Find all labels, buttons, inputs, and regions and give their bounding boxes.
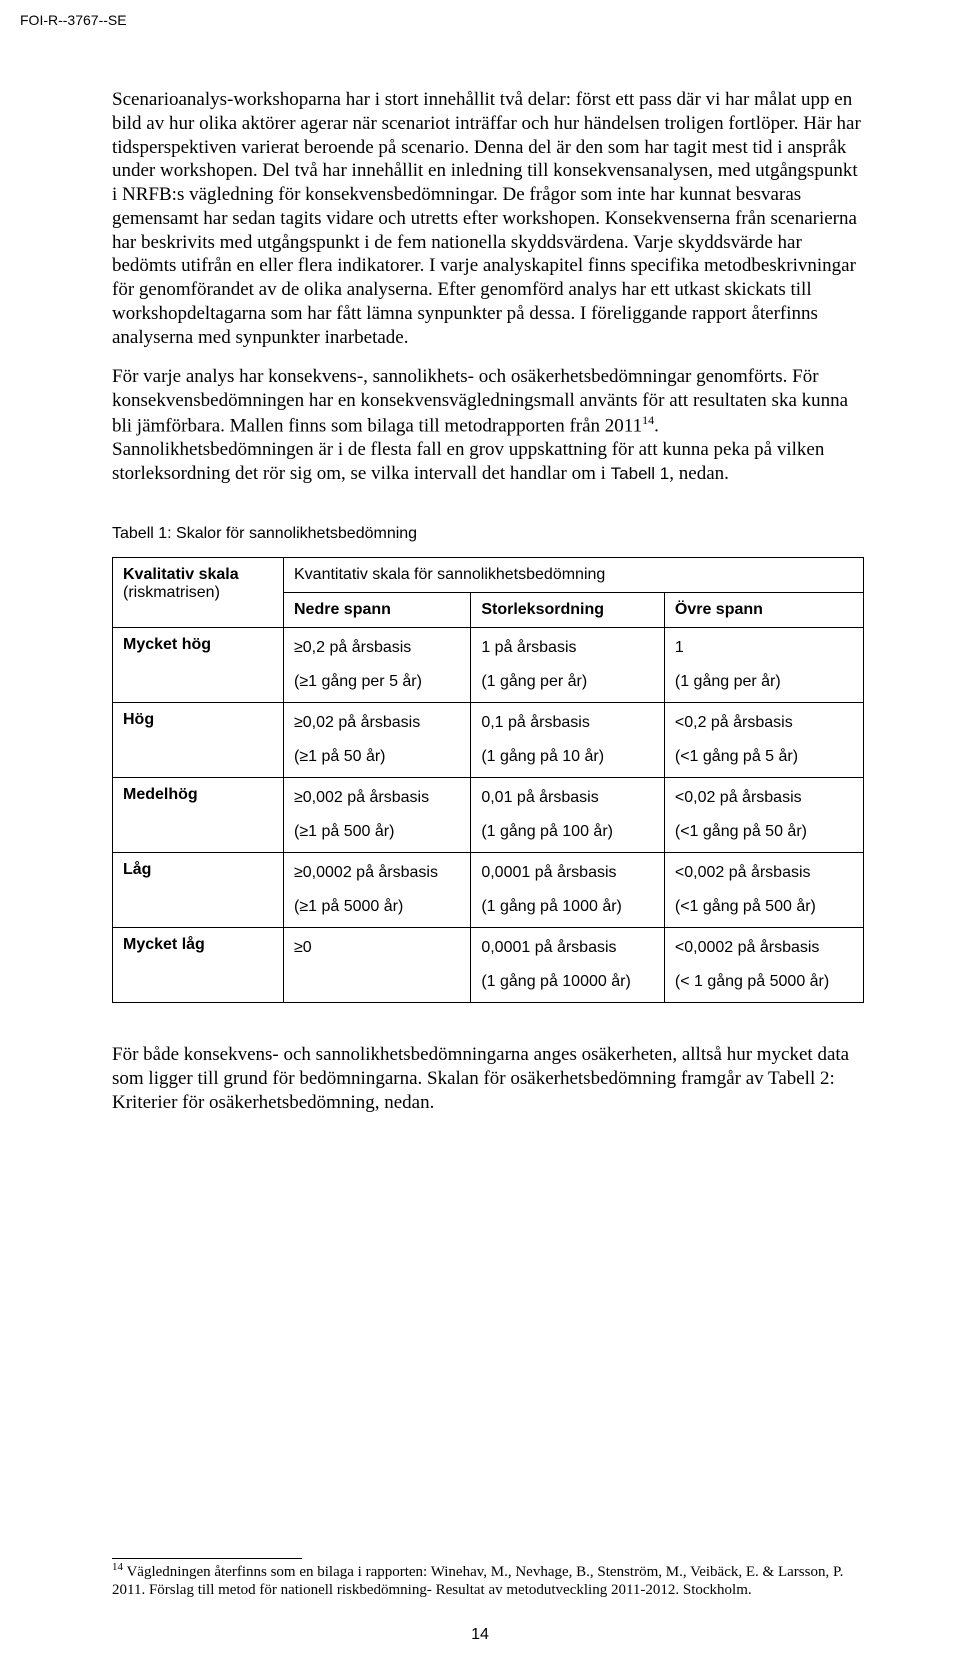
col1-line1: Kvalitativ skala [123, 566, 239, 583]
cell-sub: (1 gång på 1000 år) [481, 895, 654, 919]
cell-val: 0,01 på årsbasis [481, 786, 654, 810]
row-label: Hög [113, 703, 284, 778]
table-row: Medelhög ≥0,002 på årsbasis (≥1 på 500 år… [113, 778, 864, 853]
footnote-ref-14: 14 [642, 413, 654, 427]
cell-sub: (≥1 på 500 år) [294, 820, 460, 844]
row-label: Låg [113, 853, 284, 928]
row-label: Mycket hög [113, 628, 284, 703]
paragraph-1: Scenarioanalys-workshoparna har i stort … [112, 88, 864, 349]
cell-sub: (< 1 gång på 5000 år) [675, 970, 853, 994]
page: FOI-R--3767--SE Scenarioanalys-workshopa… [0, 0, 960, 1664]
table-row: Mycket låg ≥0 0,0001 på årsbasis (1 gång … [113, 928, 864, 1003]
cell-val: 0,0001 på årsbasis [481, 861, 654, 885]
col-header-qualitative: Kvalitativ skala (riskmatrisen) [113, 558, 284, 628]
cell: 0,01 på årsbasis (1 gång på 100 år) [471, 778, 665, 853]
cell-sub: (1 gång på 10 år) [481, 745, 654, 769]
cell: ≥0,002 på årsbasis (≥1 på 500 år) [284, 778, 471, 853]
subhead-order: Storleksordning [471, 593, 665, 628]
cell-sub: (1 gång på 100 år) [481, 820, 654, 844]
probability-scale-table: Kvalitativ skala (riskmatrisen) Kvantita… [112, 557, 864, 1003]
row-label: Mycket låg [113, 928, 284, 1003]
cell-val: 0,0001 på årsbasis [481, 936, 654, 960]
subhead-lower: Nedre spann [284, 593, 471, 628]
cell: ≥0,0002 på årsbasis (≥1 på 5000 år) [284, 853, 471, 928]
table-header-row-1: Kvalitativ skala (riskmatrisen) Kvantita… [113, 558, 864, 593]
footnotes: 14 Vägledningen återfinns som en bilaga … [112, 1558, 864, 1601]
paragraph-2d: , nedan. [669, 463, 729, 484]
cell-val: ≥0 [294, 936, 460, 960]
cell-sub: (<1 gång på 5 år) [675, 745, 853, 769]
subhead-upper: Övre spann [664, 593, 863, 628]
cell: 0,0001 på årsbasis (1 gång på 10000 år) [471, 928, 665, 1003]
cell-sub: (≥1 på 50 år) [294, 745, 460, 769]
cell-sub: (≥1 på 5000 år) [294, 895, 460, 919]
table-caption: Tabell 1: Skalor för sannolikhetsbedömni… [112, 525, 864, 543]
cell-sub: (1 gång per år) [675, 670, 853, 694]
cell-sub: (<1 gång på 50 år) [675, 820, 853, 844]
paragraph-3: För både konsekvens- och sannolikhetsbed… [112, 1043, 864, 1114]
cell: 1 (1 gång per år) [664, 628, 863, 703]
cell-val: ≥0,02 på årsbasis [294, 711, 460, 735]
paragraph-2: För varje analys har konsekvens-, sannol… [112, 365, 864, 485]
cell-sub: (1 gång per år) [481, 670, 654, 694]
cell: <0,0002 på årsbasis (< 1 gång på 5000 år) [664, 928, 863, 1003]
page-number: 14 [0, 1626, 960, 1644]
footnote-text: Vägledningen återfinns som en bilaga i r… [112, 1564, 843, 1599]
cell: <0,002 på årsbasis (<1 gång på 500 år) [664, 853, 863, 928]
footnote-separator [112, 1558, 302, 1559]
cell-val: ≥0,2 på årsbasis [294, 636, 460, 660]
cell: ≥0 [284, 928, 471, 1003]
cell: 0,1 på årsbasis (1 gång på 10 år) [471, 703, 665, 778]
cell-val: <0,2 på årsbasis [675, 711, 853, 735]
table-row: Låg ≥0,0002 på årsbasis (≥1 på 5000 år) 0… [113, 853, 864, 928]
paragraph-2-tableref: Tabell 1 [611, 464, 670, 483]
col1-line2: (riskmatrisen) [123, 584, 220, 601]
content-area: Scenarioanalys-workshoparna har i stort … [0, 28, 960, 1115]
cell-val: ≥0,0002 på årsbasis [294, 861, 460, 885]
table-row: Mycket hög ≥0,2 på årsbasis (≥1 gång per … [113, 628, 864, 703]
cell-sub: (1 gång på 10000 år) [481, 970, 654, 994]
table-row: Hög ≥0,02 på årsbasis (≥1 på 50 år) 0,1 p… [113, 703, 864, 778]
cell: <0,02 på årsbasis (<1 gång på 50 år) [664, 778, 863, 853]
cell-val: <0,02 på årsbasis [675, 786, 853, 810]
cell-val: <0,002 på årsbasis [675, 861, 853, 885]
paragraph-2a: För varje analys har konsekvens-, sannol… [112, 366, 848, 436]
col-header-quantitative: Kvantitativ skala för sannolikhetsbedömn… [284, 558, 864, 593]
cell-val: <0,0002 på årsbasis [675, 936, 853, 960]
footnote-14: 14 Vägledningen återfinns som en bilaga … [112, 1561, 864, 1601]
footnote-number: 14 [112, 1561, 123, 1573]
cell: ≥0,02 på årsbasis (≥1 på 50 år) [284, 703, 471, 778]
cell-val: 1 på årsbasis [481, 636, 654, 660]
cell-val: ≥0,002 på årsbasis [294, 786, 460, 810]
cell: ≥0,2 på årsbasis (≥1 gång per 5 år) [284, 628, 471, 703]
cell-val: 1 [675, 636, 853, 660]
cell-sub: (<1 gång på 500 år) [675, 895, 853, 919]
doc-id: FOI-R--3767--SE [0, 0, 960, 28]
cell-sub: (≥1 gång per 5 år) [294, 670, 460, 694]
cell: 1 på årsbasis (1 gång per år) [471, 628, 665, 703]
cell: 0,0001 på årsbasis (1 gång på 1000 år) [471, 853, 665, 928]
cell-val: 0,1 på årsbasis [481, 711, 654, 735]
cell: <0,2 på årsbasis (<1 gång på 5 år) [664, 703, 863, 778]
row-label: Medelhög [113, 778, 284, 853]
